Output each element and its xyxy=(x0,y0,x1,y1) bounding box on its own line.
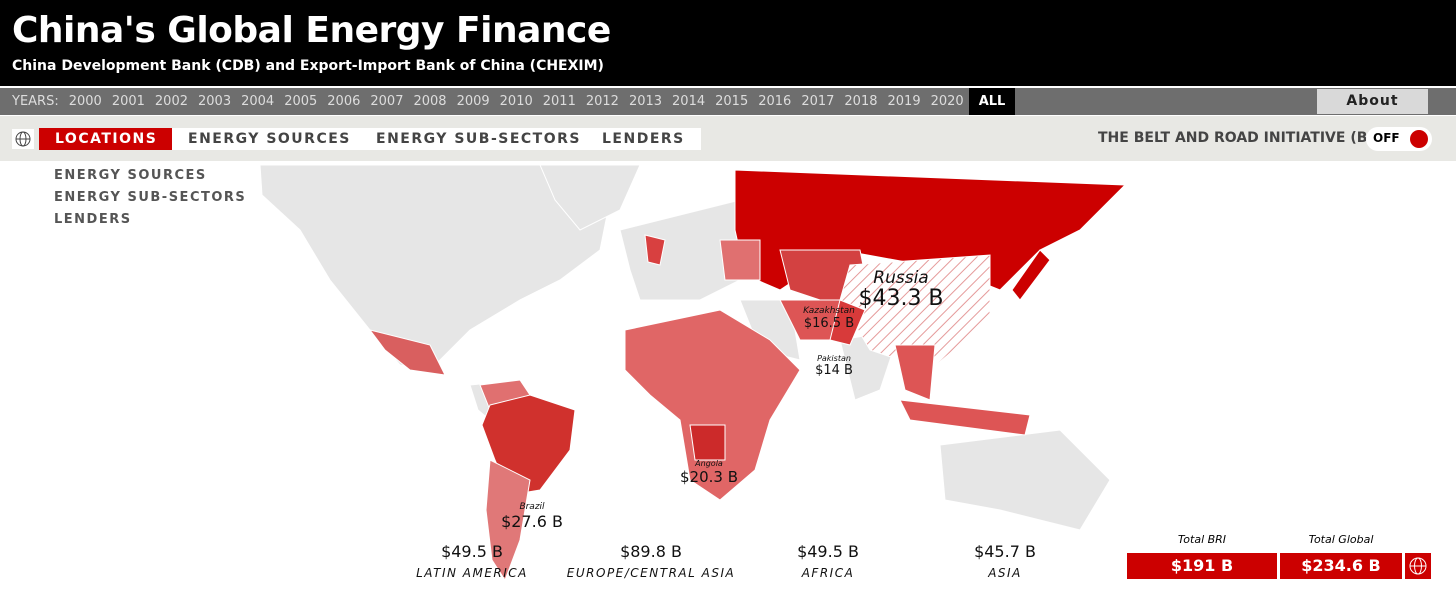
globe-button[interactable] xyxy=(1405,553,1431,579)
toggle-text: OFF xyxy=(1373,131,1400,145)
total-amount: $191 B xyxy=(1127,553,1277,579)
total-amount: $234.6 B xyxy=(1280,553,1402,579)
year-button[interactable]: 2017 xyxy=(801,94,835,109)
year-button[interactable]: 2008 xyxy=(413,94,447,109)
year-button[interactable]: 2001 xyxy=(111,94,145,109)
year-button[interactable]: 2002 xyxy=(154,94,188,109)
country-name: Angola xyxy=(695,459,723,468)
year-button[interactable]: 2018 xyxy=(844,94,878,109)
globe-icon[interactable] xyxy=(12,129,34,149)
region-amount: $49.5 B xyxy=(441,542,503,561)
side-menu-item[interactable]: LENDERS xyxy=(54,212,132,227)
country-name: Pakistan xyxy=(817,354,851,363)
region-name: ASIA xyxy=(988,566,1022,580)
year-button[interactable]: 2020 xyxy=(930,94,964,109)
country-name: Russia xyxy=(873,268,929,288)
region-amount: $45.7 B xyxy=(974,542,1036,561)
country-amount: $27.6 B xyxy=(501,512,563,531)
year-bar: YEARS: 2000 2001 2002 2003 2004 2005 2006 2007 20… xyxy=(0,88,1456,115)
tab[interactable]: ENERGY SUB-SECTORS xyxy=(360,128,597,150)
tab-bar: THE BELT AND ROAD INITIATIVE (BRI) OFF L… xyxy=(0,116,1456,161)
year-button[interactable]: 2014 xyxy=(672,94,706,109)
years-label: YEARS: xyxy=(12,94,59,109)
year-button[interactable]: ALL xyxy=(968,88,1016,115)
region-name: EUROPE/CENTRAL ASIA xyxy=(566,566,736,580)
year-button[interactable]: 2009 xyxy=(456,94,490,109)
toggle-knob[interactable] xyxy=(1410,130,1428,148)
tab[interactable]: ENERGY SOURCES xyxy=(172,128,367,150)
world-map xyxy=(259,164,1127,582)
header: China's Global Energy Finance China Deve… xyxy=(0,0,1456,86)
region-amount: $49.5 B xyxy=(797,542,859,561)
country-name: Kazakhstan xyxy=(803,306,855,316)
region-name: AFRICA xyxy=(801,566,855,580)
year-button[interactable]: 2011 xyxy=(542,94,576,109)
country-amount: $14 B xyxy=(815,363,853,378)
title: China's Global Energy Finance xyxy=(12,10,611,51)
year-button[interactable]: 2012 xyxy=(585,94,619,109)
year-button[interactable]: 2019 xyxy=(887,94,921,109)
year-button[interactable]: 2015 xyxy=(715,94,749,109)
country-amount: $43.3 B xyxy=(858,286,944,311)
year-button[interactable]: 2007 xyxy=(370,94,404,109)
region-amount: $89.8 B xyxy=(620,542,682,561)
year-button[interactable]: 2000 xyxy=(68,94,102,109)
country-name: Brazil xyxy=(519,502,545,512)
year-button[interactable]: 2016 xyxy=(758,94,792,109)
total-label: Total BRI xyxy=(1177,533,1227,546)
side-menu-item[interactable]: ENERGY SUB-SECTORS xyxy=(54,190,247,205)
region-name: LATIN AMERICA xyxy=(416,566,528,580)
year-button[interactable]: 2010 xyxy=(499,94,533,109)
year-button[interactable]: 2006 xyxy=(327,94,361,109)
tab[interactable]: LOCATIONS xyxy=(39,128,174,150)
side-menu-item[interactable]: ENERGY SOURCES xyxy=(54,168,207,183)
total-label: Total Global xyxy=(1308,533,1374,546)
tab[interactable]: LENDERS xyxy=(586,128,701,150)
year-button[interactable]: 2004 xyxy=(241,94,275,109)
year-button[interactable]: 2013 xyxy=(628,94,663,109)
country-amount: $20.3 B xyxy=(679,468,739,486)
about-button[interactable]: About xyxy=(1317,89,1428,114)
bri-label: THE BELT AND ROAD INITIATIVE (BRI) xyxy=(1098,130,1390,146)
country-amount: $16.5 B xyxy=(803,316,855,331)
year-button[interactable]: 2005 xyxy=(284,94,318,109)
year-button[interactable]: 2003 xyxy=(198,94,232,109)
subtitle: China Development Bank (CDB) and Export-… xyxy=(12,58,604,74)
